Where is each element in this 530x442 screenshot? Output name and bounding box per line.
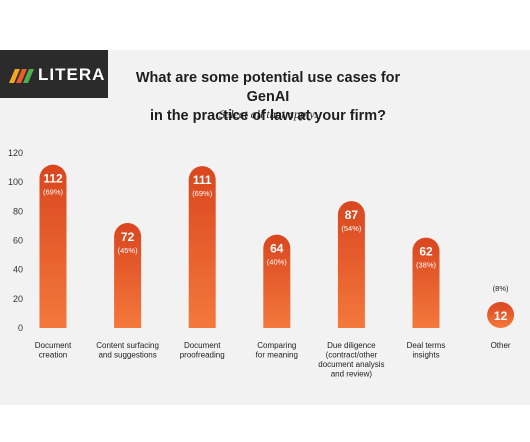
bar bbox=[412, 237, 440, 328]
x-category-label: Due diligence bbox=[327, 341, 376, 350]
y-tick-label: 100 bbox=[8, 177, 23, 187]
x-category-label: Document bbox=[35, 341, 72, 350]
chart-card bbox=[0, 50, 530, 405]
bar bbox=[188, 166, 216, 328]
y-tick-label: 0 bbox=[18, 323, 23, 333]
bar bbox=[263, 234, 291, 328]
bar-percent-label: (38%) bbox=[416, 261, 437, 270]
bar-value-label: 87 bbox=[345, 208, 359, 222]
bar-value-label: 111 bbox=[193, 173, 212, 187]
x-category-label: proofreading bbox=[180, 351, 225, 360]
chart-subtitle: Select all that apply. bbox=[219, 107, 317, 121]
bar-percent-label: (54%) bbox=[341, 224, 362, 233]
bar bbox=[39, 164, 67, 328]
x-category-label: document analysis bbox=[318, 360, 384, 369]
bar bbox=[337, 201, 365, 328]
bar-percent-label: (40%) bbox=[267, 258, 288, 267]
y-tick-label: 20 bbox=[13, 294, 23, 304]
x-category-label: insights bbox=[412, 351, 439, 360]
bar-percent-label: (8%) bbox=[493, 284, 509, 293]
y-tick-label: 120 bbox=[8, 148, 23, 158]
bar bbox=[114, 223, 142, 328]
litera-mark-icon bbox=[9, 69, 34, 83]
bar-value-label: 12 bbox=[494, 309, 508, 323]
x-category-label: and review) bbox=[331, 370, 373, 379]
bar-value-label: 112 bbox=[43, 172, 63, 186]
x-category-label: Deal terms bbox=[407, 341, 446, 350]
x-category-label: Comparing bbox=[257, 341, 296, 350]
logo-text: LITERA bbox=[38, 65, 106, 84]
chart-title-line-2: in the practice of law at your firm? bbox=[149, 108, 387, 124]
chart-title: What are some potential use cases for Ge… bbox=[118, 69, 418, 126]
bar bbox=[487, 302, 515, 328]
bar-value-label: 72 bbox=[121, 230, 135, 244]
bar-percent-label: (69%) bbox=[192, 189, 213, 198]
bars: 112 (69%) 72 (45%) 111 (69%) 64 (40%) 87 (54%) 62 (… bbox=[39, 164, 515, 328]
x-category-label: (contract/other bbox=[326, 351, 378, 360]
y-tick-label: 80 bbox=[13, 206, 23, 216]
bar-percent-label: (69%) bbox=[43, 188, 64, 197]
litera-logo: LITERA bbox=[0, 50, 108, 98]
x-category-label: Other bbox=[491, 341, 511, 350]
y-tick-label: 40 bbox=[13, 265, 23, 275]
y-axis: 0 20 40 60 80 100 120 bbox=[8, 148, 23, 333]
x-category-label: and suggestions bbox=[98, 351, 156, 360]
chart-title-line-1: What are some potential use cases for Ge… bbox=[135, 70, 401, 105]
x-category-label: for meaning bbox=[256, 351, 298, 360]
bar-percent-label: (45%) bbox=[118, 246, 139, 255]
y-tick-label: 60 bbox=[13, 236, 23, 246]
x-category-label: Document bbox=[184, 341, 221, 350]
x-category-label: Content surfacing bbox=[96, 341, 159, 350]
x-category-label: creation bbox=[39, 351, 67, 360]
bar-value-label: 62 bbox=[419, 245, 433, 259]
bar-value-label: 64 bbox=[270, 242, 284, 256]
